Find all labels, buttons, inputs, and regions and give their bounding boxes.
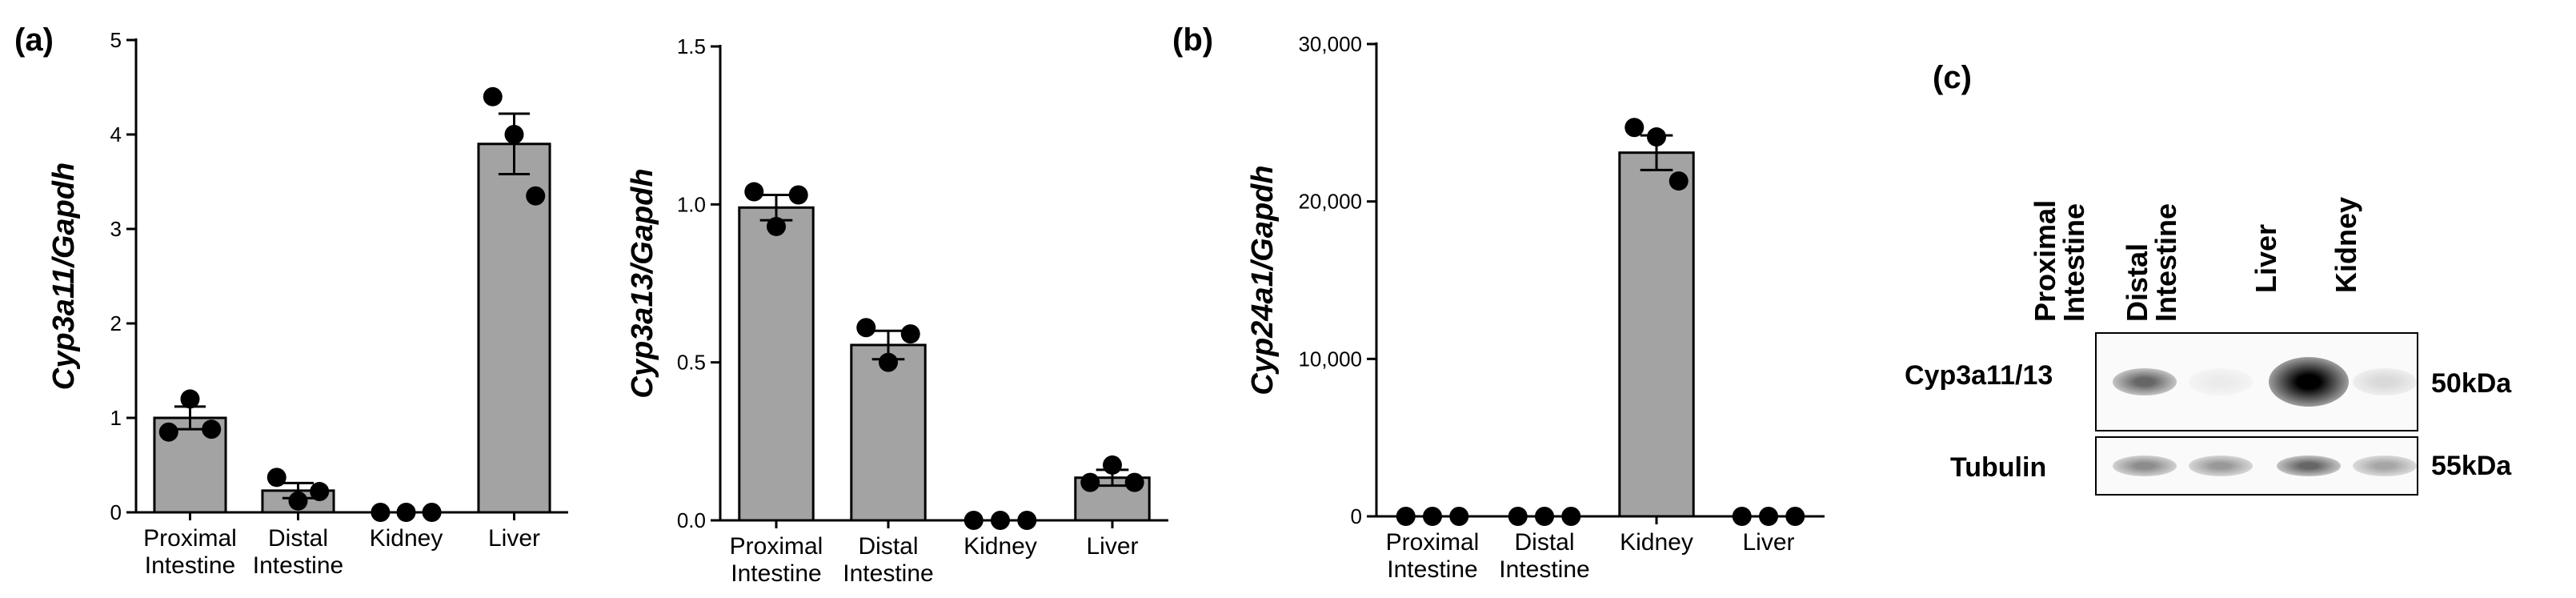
data-point xyxy=(180,389,200,409)
x-tick-label: Liver xyxy=(488,525,540,552)
y-axis-label: Cyp3a13/Gapdh xyxy=(626,168,659,398)
blot-band xyxy=(2353,368,2417,395)
blot-row-tubulin xyxy=(2095,436,2418,496)
x-tick-label: Proximal Intestine xyxy=(143,525,237,579)
data-point xyxy=(288,491,308,511)
lane-label-proximal: Proximal Intestine xyxy=(2029,199,2090,322)
panel-label-a: (a) xyxy=(14,22,54,58)
data-point xyxy=(371,503,391,522)
data-point xyxy=(767,216,786,236)
blot-band xyxy=(2189,368,2253,395)
y-axis-label: Cyp3a11/Gapdh xyxy=(47,163,81,390)
y-axis-label: Cyp24a1/Gapdh xyxy=(1246,165,1280,395)
blot-band xyxy=(2113,456,2177,476)
data-point xyxy=(900,324,920,344)
data-point xyxy=(788,185,808,205)
blot-band xyxy=(2189,456,2253,476)
bar xyxy=(850,343,927,522)
mw-label-55kda: 55kDa xyxy=(2431,451,2512,481)
data-point xyxy=(1080,472,1100,492)
x-tick-label: Distal Intestine xyxy=(253,525,343,579)
blot-band xyxy=(2277,456,2341,476)
chart-cyp3a13: 0.0 0.5 1.0 1.5 Cyp3a13/Gapdh Proximal Intesti… xyxy=(626,34,1168,587)
data-point xyxy=(1785,507,1805,526)
data-point xyxy=(1669,171,1689,191)
data-point xyxy=(422,503,442,522)
x-tick-label: Kidney xyxy=(1620,529,1693,556)
lane-label-liver: Liver xyxy=(2249,223,2282,293)
data-point xyxy=(879,352,898,372)
y-tick-label: 1.0 xyxy=(677,192,706,216)
western-blot: Proximal Intestine Distal Intestine Live… xyxy=(1905,128,2569,592)
y-tick-label: 0 xyxy=(110,500,122,524)
data-point xyxy=(1124,472,1144,492)
blot-band xyxy=(2113,368,2177,395)
data-point xyxy=(266,468,286,488)
x-tick-label: Liver xyxy=(1742,529,1794,556)
data-point xyxy=(963,511,984,530)
bar xyxy=(1618,151,1695,518)
data-point xyxy=(483,86,503,106)
x-tick-label: Distal Intestine xyxy=(1499,529,1589,583)
x-tick-label: Proximal Intestine xyxy=(1386,529,1480,583)
chart-cyp3a11: 0 1 2 3 4 5 Cyp3a11/Gapdh Proximal Intestine Dist… xyxy=(47,28,568,579)
blot-band xyxy=(2269,357,2349,407)
data-point xyxy=(744,182,764,202)
y-tick-label: 0.0 xyxy=(677,508,706,532)
mw-label-50kda: 50kDa xyxy=(2431,368,2512,399)
y-tick-label: 1 xyxy=(110,406,122,430)
blot-row-cyp3a11-13 xyxy=(2095,332,2418,431)
blot-band xyxy=(2353,456,2417,476)
y-tick-label: 5 xyxy=(110,28,122,52)
panel-label-c: (c) xyxy=(1933,60,1972,95)
chart-cyp24a1: 0 10,000 20,000 30,000 Cyp24a1/Gapdh Proximal… xyxy=(1246,32,1825,583)
y-tick-label: 2 xyxy=(110,311,122,335)
bar xyxy=(738,206,815,522)
data-point xyxy=(1017,511,1037,530)
data-point xyxy=(202,419,222,439)
y-tick-label: 0 xyxy=(1351,504,1362,528)
y-tick-label: 4 xyxy=(110,122,122,146)
y-tick-label: 30,000 xyxy=(1298,32,1362,56)
data-point xyxy=(1396,507,1416,526)
bar xyxy=(477,142,551,514)
y-tick-label: 10,000 xyxy=(1298,347,1362,371)
data-point xyxy=(1732,507,1752,526)
x-tick-label: Distal Intestine xyxy=(843,533,933,587)
lane-label-distal: Distal Intestine xyxy=(2121,203,2182,322)
data-point xyxy=(1647,127,1666,147)
y-tick-label: 1.5 xyxy=(677,34,706,58)
data-point xyxy=(504,125,524,144)
y-tick-label: 0.5 xyxy=(677,351,706,375)
data-point xyxy=(856,318,876,338)
x-tick-label: Kidney xyxy=(963,533,1037,560)
x-tick-label: Proximal Intestine xyxy=(730,533,823,587)
data-point xyxy=(526,186,546,206)
row-label-tubulin: Tubulin xyxy=(1950,452,2047,483)
lane-label-kidney: Kidney xyxy=(2330,196,2362,293)
data-point xyxy=(1561,507,1581,526)
data-point xyxy=(1103,455,1122,475)
data-point xyxy=(158,422,178,442)
data-point xyxy=(1449,507,1469,526)
y-tick-label: 3 xyxy=(110,217,122,241)
x-tick-label: Liver xyxy=(1086,533,1138,560)
x-tick-label: Kidney xyxy=(370,525,443,552)
y-tick-label: 20,000 xyxy=(1298,190,1362,214)
data-point xyxy=(1625,118,1645,138)
data-point xyxy=(310,482,330,502)
row-label-cyp3a11-13: Cyp3a11/13 xyxy=(1905,360,2053,391)
panel-label-b: (b) xyxy=(1172,22,1214,58)
data-point xyxy=(1508,507,1528,526)
